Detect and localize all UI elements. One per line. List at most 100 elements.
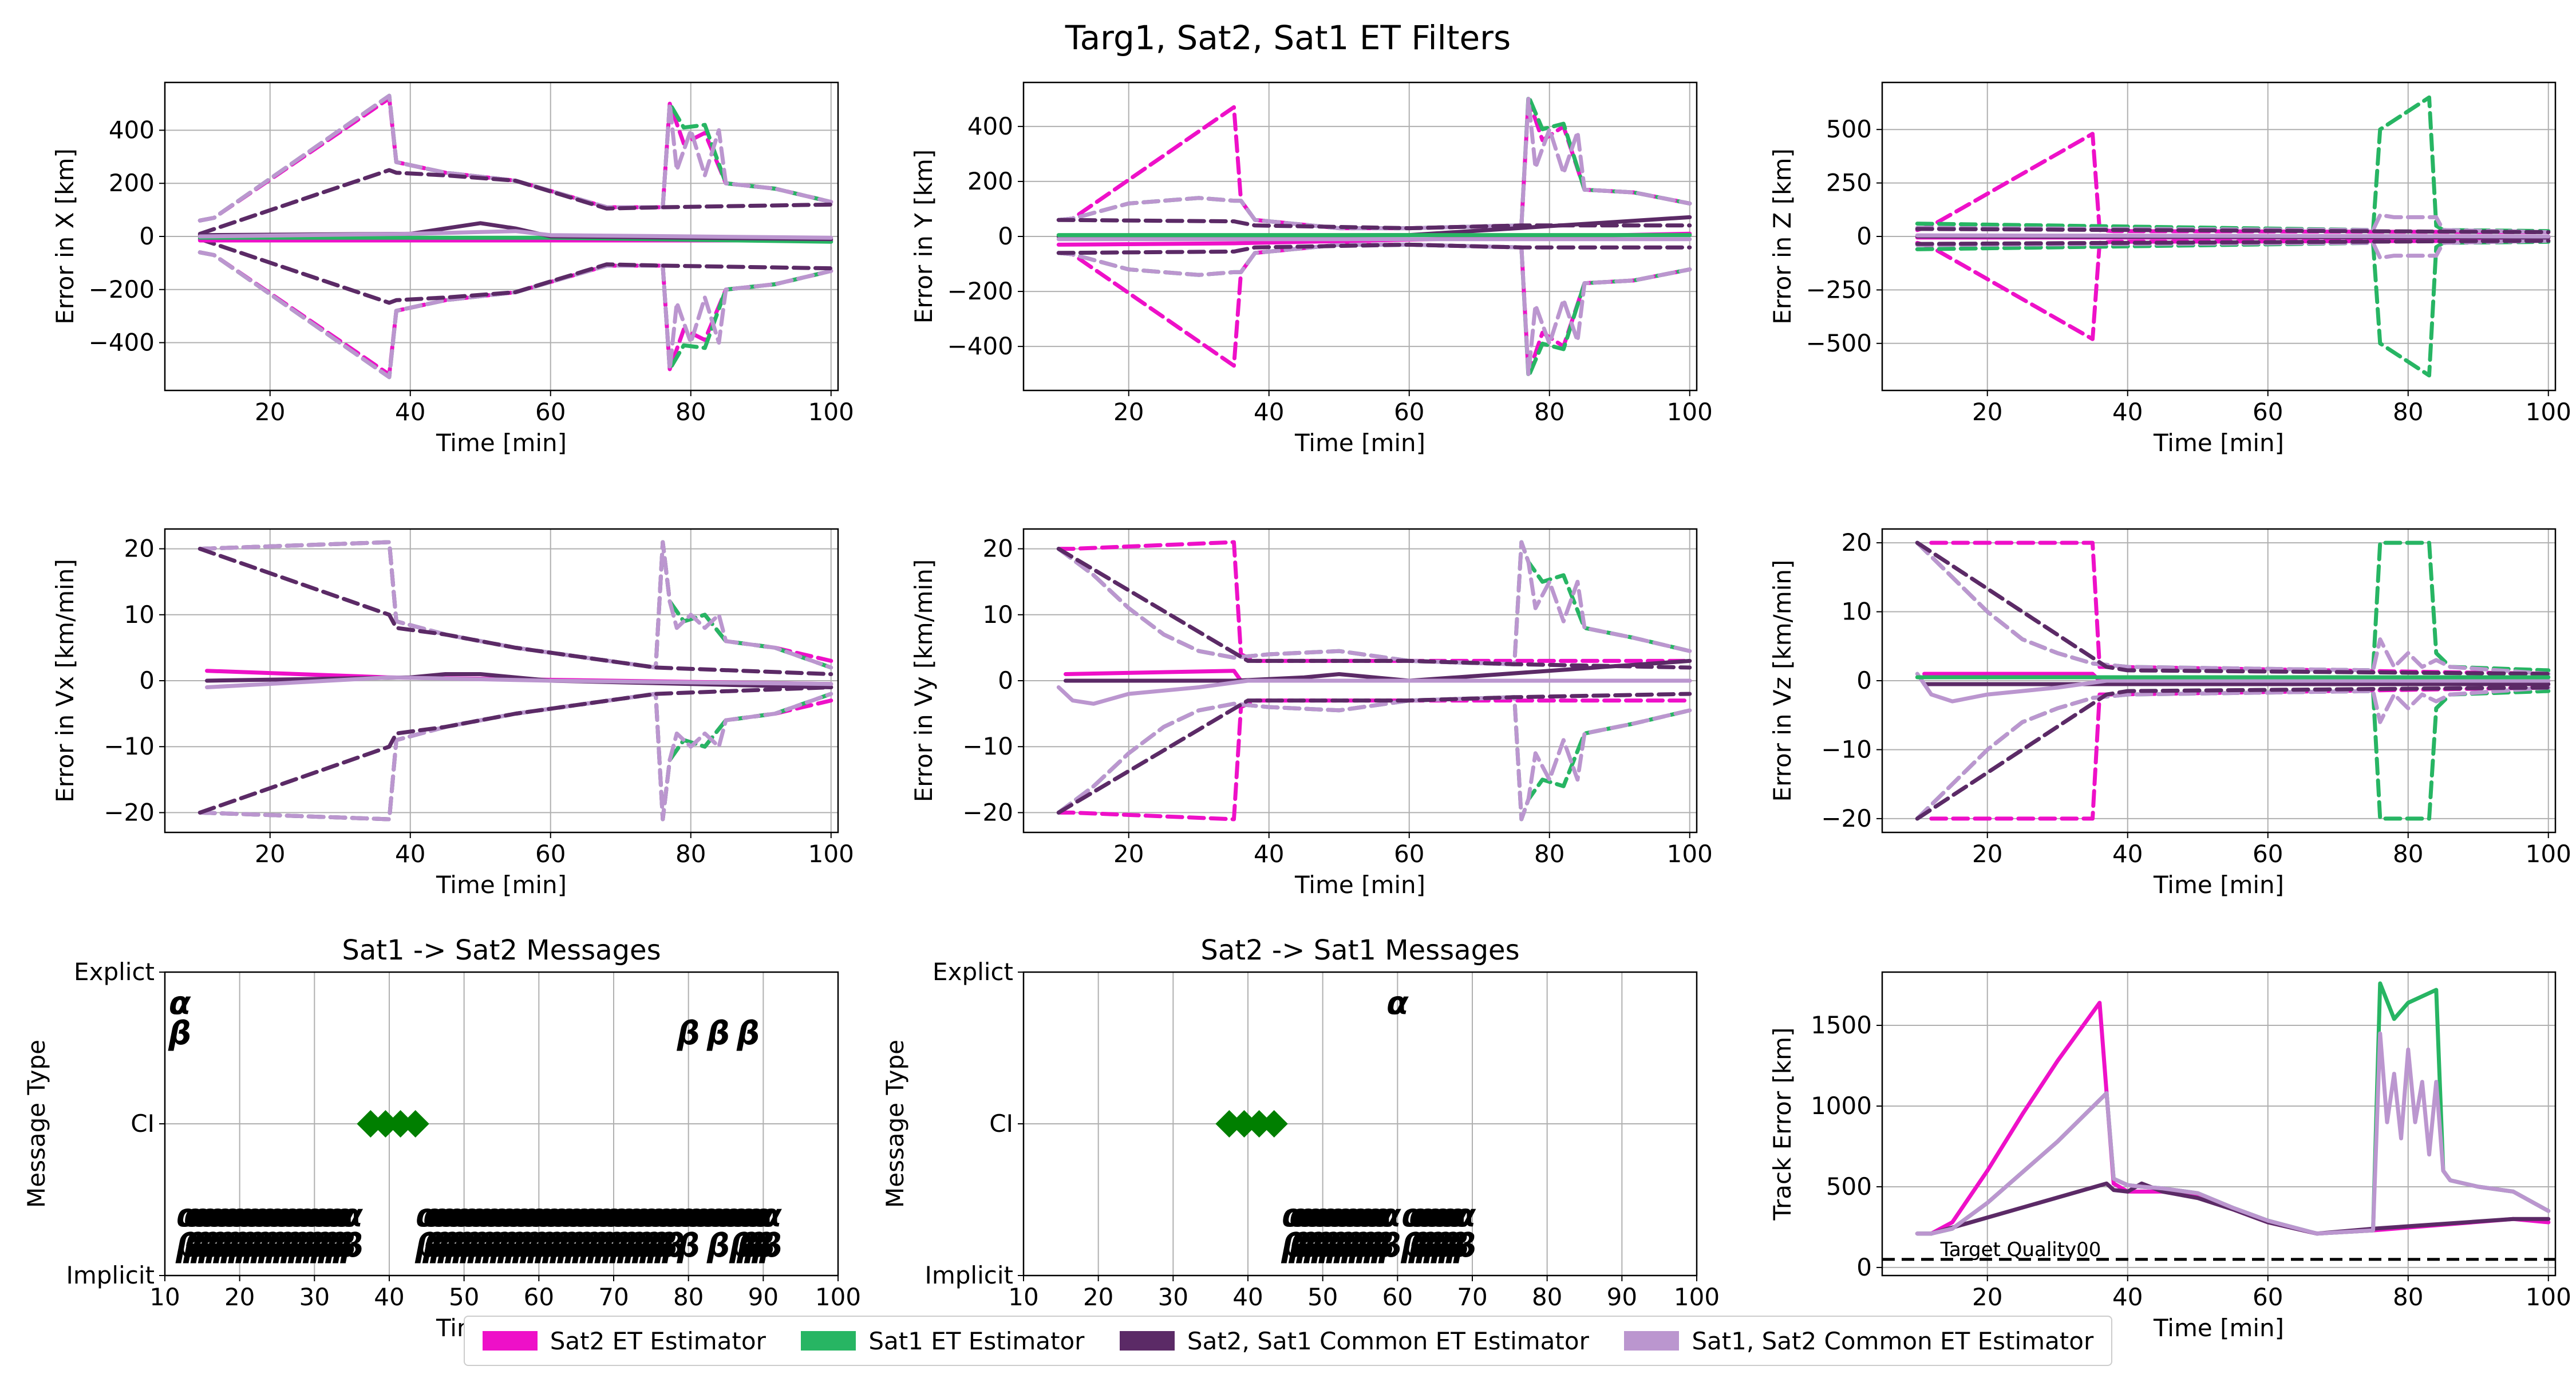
legend-swatch — [801, 1331, 856, 1351]
y-tick-label: Implicit — [66, 1261, 155, 1289]
y-tick-label: 400 — [109, 116, 155, 144]
implicit-beta-marker: β — [1363, 1227, 1386, 1265]
y-tick-label: −10 — [1821, 735, 1872, 763]
legend-label: Sat1 ET Estimator — [868, 1326, 1085, 1355]
implicit-beta-marker: β — [452, 1227, 476, 1265]
x-tick-label: 80 — [1532, 1283, 1562, 1311]
implicit-alpha-marker: α — [708, 1197, 730, 1234]
implicit-beta-marker: β — [639, 1227, 662, 1265]
y-axis-label: Message Type — [881, 1040, 909, 1208]
implicit-alpha-marker: α — [341, 1197, 363, 1234]
y-tick-label: −400 — [89, 329, 155, 357]
implicit-alpha-marker: α — [445, 1197, 468, 1234]
implicit-alpha-marker: α — [1349, 1197, 1372, 1234]
implicit-beta-marker: β — [744, 1227, 767, 1265]
implicit-beta-marker: β — [429, 1227, 453, 1265]
implicit-alpha-marker: α — [266, 1197, 289, 1234]
y-tick-label: 20 — [1842, 528, 1872, 556]
series-line — [197, 168, 833, 236]
ci-marker — [386, 1110, 414, 1138]
x-tick-label: 100 — [808, 840, 854, 868]
y-tick-label: −10 — [962, 732, 1013, 760]
implicit-alpha-marker: α — [244, 1197, 266, 1234]
y-axis-label: Track Error [km] — [1768, 1028, 1796, 1221]
implicit-alpha-marker: α — [221, 1197, 243, 1234]
implicit-beta-marker: β — [475, 1227, 498, 1265]
ci-marker — [1260, 1110, 1288, 1138]
implicit-alpha-marker: α — [752, 1197, 775, 1234]
x-tick-label: 20 — [224, 1283, 255, 1311]
implicit-alpha-marker: α — [274, 1197, 296, 1234]
x-tick-label: 20 — [1083, 1283, 1113, 1311]
implicit-beta-marker: β — [482, 1227, 505, 1265]
axes-frame — [164, 81, 839, 392]
implicit-beta-marker: β — [228, 1227, 251, 1265]
y-tick-label: 400 — [967, 112, 1013, 140]
x-axis-label: Time [min] — [436, 429, 567, 457]
implicit-beta-marker: β — [302, 1227, 326, 1265]
series-line-lower — [1915, 685, 2551, 821]
x-tick-label: 40 — [374, 1283, 404, 1311]
implicit-alpha-marker: α — [535, 1197, 558, 1234]
x-tick-label: 40 — [1232, 1283, 1263, 1311]
x-tick-label: 90 — [1607, 1283, 1637, 1311]
x-tick-label: 100 — [1667, 840, 1713, 868]
implicit-beta-marker: β — [295, 1227, 318, 1265]
x-tick-label: 60 — [2253, 398, 2283, 426]
implicit-beta-marker: β — [467, 1227, 491, 1265]
y-tick-label: −20 — [1821, 804, 1872, 832]
implicit-alpha-marker: α — [1379, 1197, 1401, 1234]
series-line — [1056, 678, 1692, 706]
legend-swatch — [1624, 1331, 1680, 1351]
x-tick-label: 40 — [1254, 398, 1284, 426]
y-tick-label: Explict — [933, 958, 1013, 986]
y-tick-label: 0 — [1856, 222, 1872, 250]
series-line — [1056, 540, 1692, 663]
y-tick-label: 500 — [1826, 1172, 1872, 1201]
x-tick-label: 40 — [1254, 840, 1284, 868]
subplot-title: Sat1 -> Sat2 Messages — [342, 934, 661, 966]
implicit-beta-marker: β — [587, 1227, 610, 1265]
x-tick-label: 10 — [149, 1283, 180, 1311]
implicit-alpha-marker: α — [438, 1197, 460, 1234]
x-tick-label: 90 — [748, 1283, 779, 1311]
x-tick-label: 100 — [815, 1283, 861, 1311]
plot-area — [197, 93, 833, 380]
explicit-beta-marker: β — [736, 1015, 760, 1052]
series-line — [1929, 540, 2551, 676]
series-line — [197, 93, 833, 223]
y-tick-label: −400 — [947, 332, 1013, 360]
ci-marker — [1230, 1110, 1258, 1138]
implicit-beta-marker: β — [1408, 1227, 1431, 1265]
legend-label: Sat1, Sat2 Common ET Estimator — [1692, 1326, 2094, 1355]
implicit-alpha-marker: α — [1401, 1197, 1424, 1234]
axes-frame — [1881, 528, 2557, 834]
implicit-alpha-marker: α — [259, 1197, 281, 1234]
series-line — [1915, 95, 2551, 234]
series-line-lower — [197, 237, 833, 305]
implicit-alpha-marker: α — [610, 1197, 633, 1234]
y-tick-label: −20 — [962, 798, 1013, 826]
implicit-beta-marker: β — [1431, 1227, 1454, 1265]
y-tick-label: 0 — [139, 222, 155, 250]
implicit-beta-marker: β — [250, 1227, 274, 1265]
implicit-alpha-marker: α — [228, 1197, 251, 1234]
series-line — [205, 675, 833, 689]
y-tick-label: −200 — [947, 277, 1013, 305]
x-tick-label: 60 — [1382, 1283, 1413, 1311]
x-tick-label: 60 — [1394, 840, 1424, 868]
implicit-beta-marker: β — [1333, 1227, 1357, 1265]
implicit-beta-marker: β — [564, 1227, 588, 1265]
implicit-alpha-marker: α — [685, 1197, 707, 1234]
x-tick-label: 40 — [2112, 840, 2143, 868]
y-tick-label: CI — [989, 1110, 1013, 1138]
implicit-alpha-marker: α — [640, 1197, 662, 1234]
implicit-alpha-marker: α — [588, 1197, 610, 1234]
x-axis-label: Time [min] — [1294, 429, 1425, 457]
implicit-alpha-marker: α — [550, 1197, 572, 1234]
explicit-beta-marker: β — [677, 1015, 700, 1052]
legend-swatch — [1119, 1331, 1175, 1351]
implicit-beta-marker: β — [729, 1227, 752, 1265]
series-line — [1915, 540, 2551, 676]
series-line-lower — [1056, 698, 1692, 822]
